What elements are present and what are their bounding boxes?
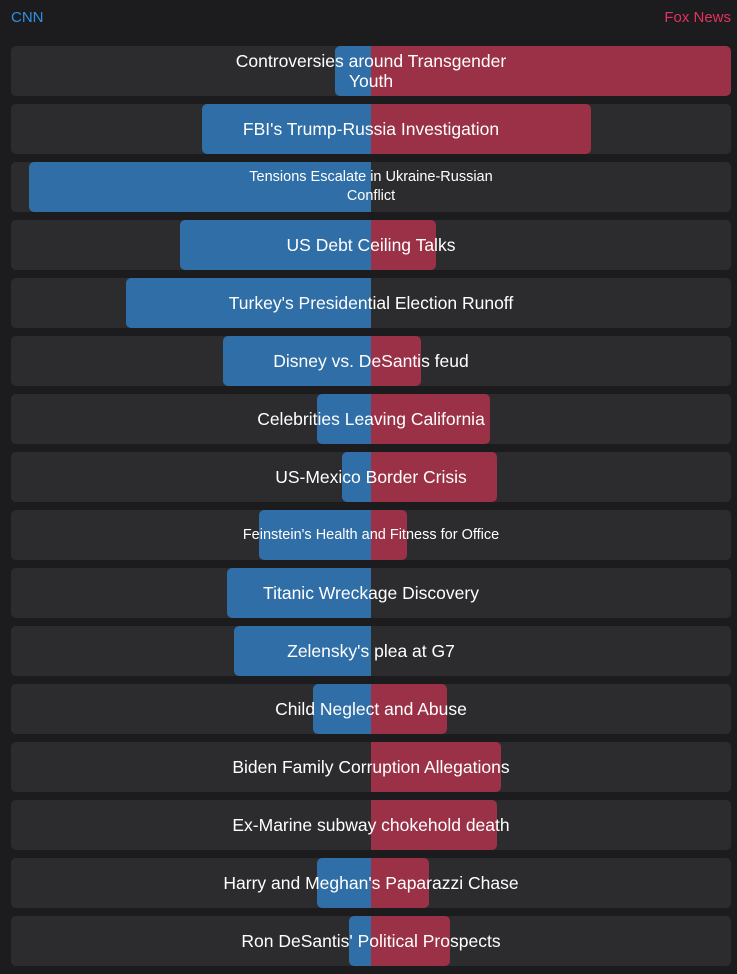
topic-label: Ex-Marine subway chokehold death (232, 815, 510, 835)
fox-news-bar (371, 452, 497, 502)
cnn-bar (259, 510, 371, 560)
topic-row[interactable]: US-Mexico Border Crisis (11, 452, 731, 502)
topic-row[interactable]: Child Neglect and Abuse (11, 684, 731, 734)
fox-news-bar (371, 46, 731, 96)
topic-row[interactable]: Biden Family Corruption Allegations (11, 742, 731, 792)
topic-label: FBI's Trump-Russia Investigation (242, 119, 500, 139)
topic-row[interactable]: Titanic Wreckage Discovery (11, 568, 731, 618)
cnn-bar (342, 452, 371, 502)
fox-news-bar (371, 684, 447, 734)
fox-news-bar (371, 858, 429, 908)
cnn-bar (29, 162, 371, 212)
topic-row[interactable]: Feinstein's Health and Fitness for Offic… (11, 510, 731, 560)
cnn-bar (126, 278, 371, 328)
topic-label: Disney vs. DeSantis feud (273, 351, 469, 371)
topic-row[interactable]: Turkey's Presidential Election Runoff (11, 278, 731, 328)
fox-news-bar (371, 220, 436, 270)
cnn-bar (335, 46, 371, 96)
topic-row[interactable]: Disney vs. DeSantis feud (11, 336, 731, 386)
fox-news-bar (371, 916, 450, 966)
topic-label: Tensions Escalate in Ukraine-Russian Con… (249, 169, 493, 204)
cnn-bar (202, 104, 371, 154)
topic-label: US-Mexico Border Crisis (275, 467, 467, 487)
topic-label: Biden Family Corruption Allegations (232, 757, 510, 777)
cnn-bar (349, 916, 371, 966)
cnn-bar (227, 568, 371, 618)
source-header: CNN Fox News (0, 0, 737, 36)
topic-label: Controversies around Transgender Youth (235, 51, 507, 91)
topic-row[interactable]: US Debt Ceiling Talks (11, 220, 731, 270)
topic-row[interactable]: Ron DeSantis' Political Prospects (11, 916, 731, 966)
fox-news-bar (371, 742, 501, 792)
topic-label: Ron DeSantis' Political Prospects (241, 931, 501, 951)
topic-label: Zelensky's plea at G7 (287, 641, 455, 661)
topic-label: Feinstein's Health and Fitness for Offic… (242, 526, 500, 543)
topic-row[interactable]: Tensions Escalate in Ukraine-Russian Con… (11, 162, 731, 212)
topic-label: Turkey's Presidential Election Runoff (228, 293, 514, 313)
cnn-source-label: CNN (11, 9, 44, 26)
cnn-bar (313, 684, 371, 734)
fox-news-bar (371, 800, 497, 850)
fox-news-bar (371, 394, 490, 444)
topic-row[interactable]: Zelensky's plea at G7 (11, 626, 731, 676)
cnn-bar (223, 336, 371, 386)
topic-row[interactable]: Controversies around Transgender Youth (11, 46, 731, 96)
topic-list: Controversies around Transgender Youth FB… (11, 46, 731, 974)
topic-label: Titanic Wreckage Discovery (263, 583, 479, 603)
topic-row[interactable]: FBI's Trump-Russia Investigation (11, 104, 731, 154)
fox-news-bar (371, 510, 407, 560)
topic-row[interactable]: Harry and Meghan's Paparazzi Chase (11, 858, 731, 908)
cnn-bar (180, 220, 371, 270)
topic-label: US Debt Ceiling Talks (286, 235, 456, 255)
fox-news-bar (371, 104, 591, 154)
topic-label: Harry and Meghan's Paparazzi Chase (223, 873, 519, 893)
topic-label: Celebrities Leaving California (257, 409, 485, 429)
fox-news-source-label: Fox News (664, 9, 731, 26)
cnn-bar (317, 858, 371, 908)
topic-row[interactable]: Ex-Marine subway chokehold death (11, 800, 731, 850)
topic-row[interactable]: Celebrities Leaving California (11, 394, 731, 444)
cnn-bar (234, 626, 371, 676)
topic-label: Child Neglect and Abuse (275, 699, 467, 719)
fox-news-bar (371, 336, 421, 386)
cnn-bar (317, 394, 371, 444)
